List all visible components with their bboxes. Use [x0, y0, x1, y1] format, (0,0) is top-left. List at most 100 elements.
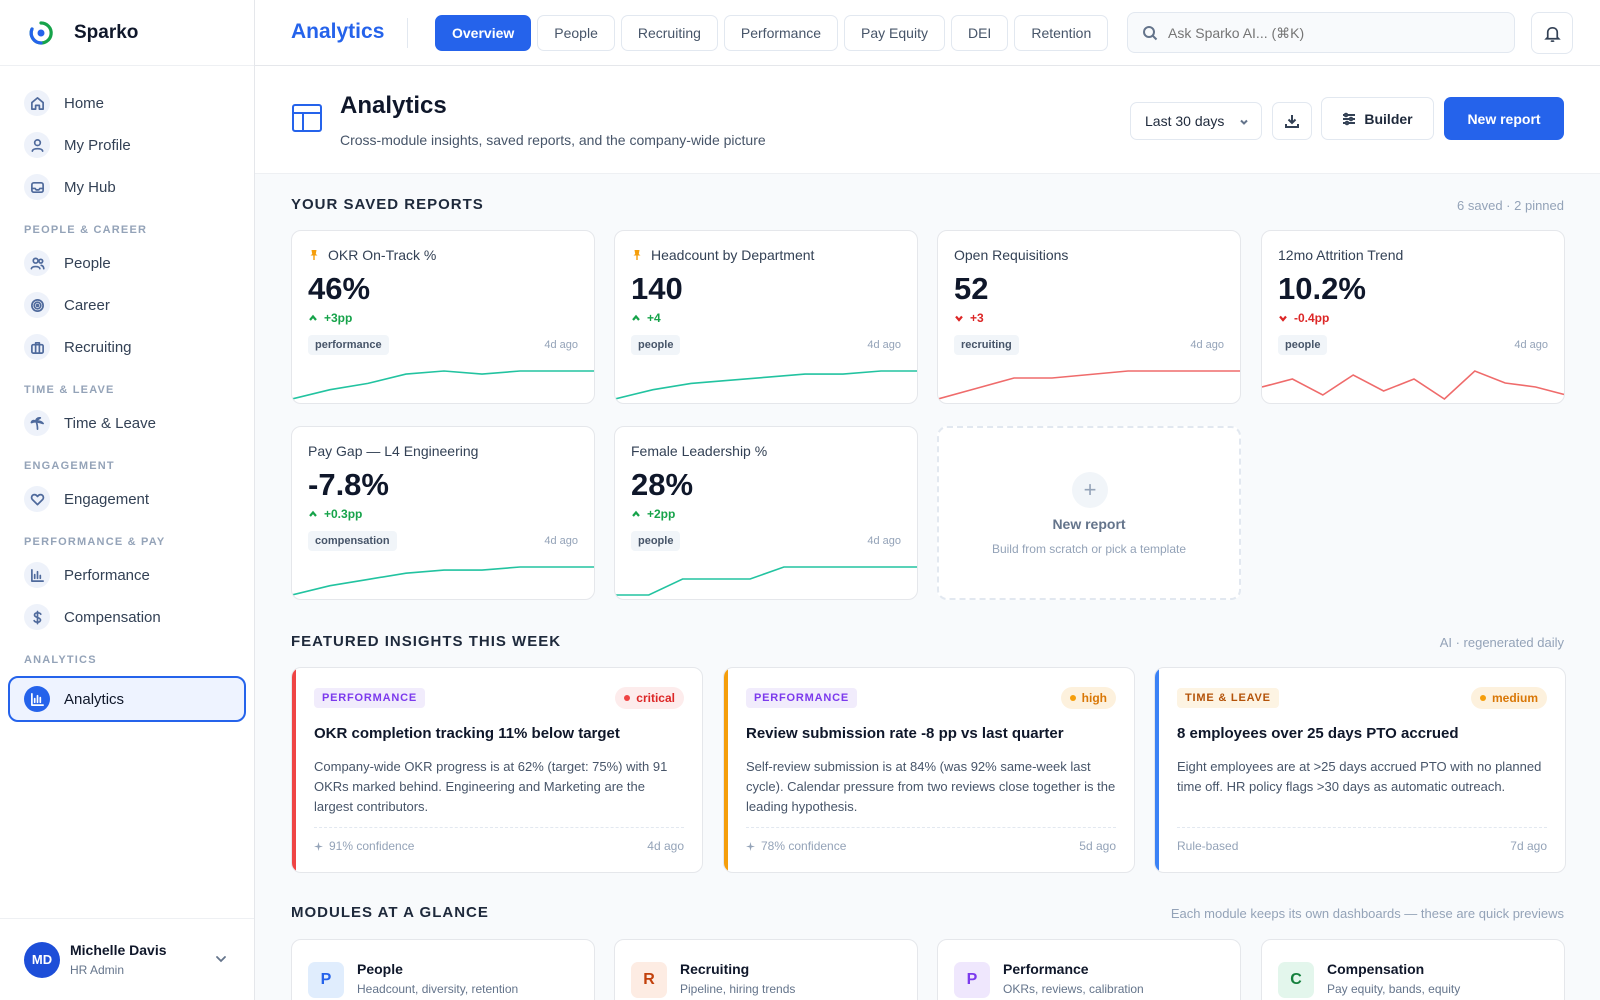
chevron-up-icon	[632, 314, 640, 321]
report-delta-text: +2pp	[647, 507, 676, 521]
insight-confidence: 91% confidence	[314, 839, 414, 853]
sidebar-item-label: Recruiting	[64, 338, 132, 356]
sparkle-icon	[314, 841, 323, 851]
user-menu[interactable]: MD Michelle Davis HR Admin	[0, 918, 254, 1000]
sidebar-item-label: Home	[64, 94, 105, 112]
sidebar-item-my-profile[interactable]: My Profile	[0, 124, 254, 166]
severity-dot	[1479, 695, 1486, 701]
saved-reports-title: YOUR SAVED REPORTS	[291, 196, 484, 213]
module-card[interactable]: P Performance OKRs, reviews, calibration	[937, 939, 1241, 1000]
sparkline	[615, 370, 917, 400]
report-age: 4d ago	[867, 535, 901, 547]
sliders-icon	[1343, 112, 1356, 125]
severity-badge: medium	[1470, 687, 1547, 709]
report-value: 52	[954, 271, 989, 306]
sidebar-nav: Home My Profile My Hub PEOPLE & CAREER P…	[0, 66, 254, 722]
sidebar-item-people[interactable]: People	[0, 242, 254, 284]
ai-search[interactable]	[1127, 12, 1515, 53]
sidebar-item-compensation[interactable]: Compensation	[0, 596, 254, 638]
report-title-text: Headcount by Department	[651, 247, 815, 263]
report-title-text: 12mo Attrition Trend	[1278, 247, 1404, 263]
report-title: Pay Gap — L4 Engineering	[308, 443, 478, 459]
insight-age: 4d ago	[647, 839, 684, 853]
briefcase-icon	[24, 334, 50, 360]
tab-dei[interactable]: DEI	[950, 15, 1009, 51]
report-title: Open Requisitions	[954, 247, 1068, 263]
report-title: 12mo Attrition Trend	[1278, 247, 1403, 263]
top-bar-divider	[407, 18, 408, 48]
sidebar-item-engagement[interactable]: Engagement	[0, 478, 254, 520]
search-input[interactable]	[1168, 24, 1488, 41]
sidebar-item-my-hub[interactable]: My Hub	[0, 166, 254, 208]
tab-people[interactable]: People	[537, 15, 615, 51]
modules-title: MODULES AT A GLANCE	[291, 904, 489, 921]
insight-age: 7d ago	[1510, 839, 1547, 853]
insight-module-badge: PERFORMANCE	[314, 688, 425, 708]
severity-badge: critical	[615, 687, 684, 709]
tab-retention[interactable]: Retention	[1014, 15, 1109, 51]
insight-card[interactable]: PERFORMANCE critical OKR completion tracki…	[291, 667, 703, 873]
target-icon	[24, 292, 50, 318]
severity-dot	[1069, 695, 1076, 701]
date-range-select[interactable]: Last 30 days	[1130, 102, 1262, 140]
sidebar-item-time-leave[interactable]: Time & Leave	[0, 402, 254, 444]
chevron-down-icon[interactable]	[214, 952, 228, 966]
module-description: Pay equity, bands, equity	[1327, 982, 1461, 996]
notifications-button[interactable]	[1531, 12, 1573, 54]
builder-button[interactable]: Builder	[1321, 97, 1434, 140]
saved-report-card[interactable]: OKR On-Track % 46% +3pp performance 4d ago	[291, 230, 595, 404]
sparkline-path	[292, 566, 594, 596]
insight-divider	[314, 827, 684, 828]
tab-performance[interactable]: Performance	[723, 15, 839, 51]
layout-icon	[292, 104, 322, 132]
sidebar-item-label: Performance	[64, 566, 150, 584]
insight-body: Self-review submission is at 84% (was 92…	[746, 759, 1116, 814]
tab-overview[interactable]: Overview	[435, 15, 532, 51]
module-tag: people	[631, 531, 681, 551]
report-delta: +4	[631, 311, 661, 325]
sparkline	[615, 566, 917, 596]
nav-section-time-leave: TIME & LEAVE	[24, 384, 115, 396]
sidebar-item-recruiting[interactable]: Recruiting	[0, 326, 254, 368]
sidebar-item-career[interactable]: Career	[0, 284, 254, 326]
brand[interactable]: Sparko	[0, 0, 254, 66]
users-icon	[24, 250, 50, 276]
module-card[interactable]: C Compensation Pay equity, bands, equity	[1261, 939, 1565, 1000]
tab-recruiting[interactable]: Recruiting	[620, 15, 718, 51]
saved-report-card[interactable]: Headcount by Department 140 +4 people 4d ago	[614, 230, 918, 404]
saved-report-card[interactable]: Female Leadership % 28% +2pp people 4d ago	[614, 426, 918, 600]
insight-confidence-text: Rule-based	[1177, 839, 1239, 853]
sidebar-item-home[interactable]: Home	[0, 82, 254, 124]
saved-report-card[interactable]: Open Requisitions 52 +3 recruiting 4d ago	[937, 230, 1241, 404]
module-description: Pipeline, hiring trends	[680, 982, 796, 996]
insight-card[interactable]: TIME & LEAVE medium 8 employees over 25 da…	[1154, 667, 1566, 873]
page-subtitle: Cross-module insights, saved reports, an…	[340, 132, 766, 148]
user-icon	[24, 132, 50, 158]
tab-pay-equity[interactable]: Pay Equity	[844, 15, 945, 51]
severity-text: medium	[1491, 691, 1538, 705]
module-card[interactable]: R Recruiting Pipeline, hiring trends	[614, 939, 918, 1000]
new-report-button[interactable]: New report	[1444, 97, 1564, 140]
insight-divider	[1177, 827, 1547, 828]
module-description: OKRs, reviews, calibration	[1003, 982, 1144, 996]
insights-title: FEATURED INSIGHTS THIS WEEK	[291, 633, 562, 650]
sidebar-item-analytics[interactable]: Analytics	[8, 676, 246, 722]
insight-card[interactable]: PERFORMANCE high Review submission rate -8…	[723, 667, 1135, 873]
severity-text: high	[1081, 691, 1107, 705]
saved-report-card[interactable]: Pay Gap — L4 Engineering -7.8% +0.3pp compe…	[291, 426, 595, 600]
report-delta: -0.4pp	[1278, 311, 1329, 325]
nav-section-performance-pay: PERFORMANCE & PAY	[24, 536, 166, 548]
saved-report-card[interactable]: 12mo Attrition Trend 10.2% -0.4pp people 4d …	[1261, 230, 1565, 404]
module-card[interactable]: P People Headcount, diversity, retention	[291, 939, 595, 1000]
module-badge: R	[631, 962, 667, 998]
insight-divider	[746, 827, 1116, 828]
home-icon	[24, 90, 50, 116]
new-report-card[interactable]: + New report Build from scratch or pick …	[937, 426, 1241, 600]
avatar: MD	[24, 941, 60, 978]
module-tag: people	[1278, 335, 1328, 355]
sidebar-item-performance[interactable]: Performance	[0, 554, 254, 596]
sidebar: Sparko Home My Profile My Hub PEOPLE & C…	[0, 0, 255, 1000]
insights-meta: AI · regenerated daily	[1439, 635, 1564, 650]
download-button[interactable]	[1272, 102, 1312, 140]
report-delta: +0.3pp	[308, 507, 362, 521]
